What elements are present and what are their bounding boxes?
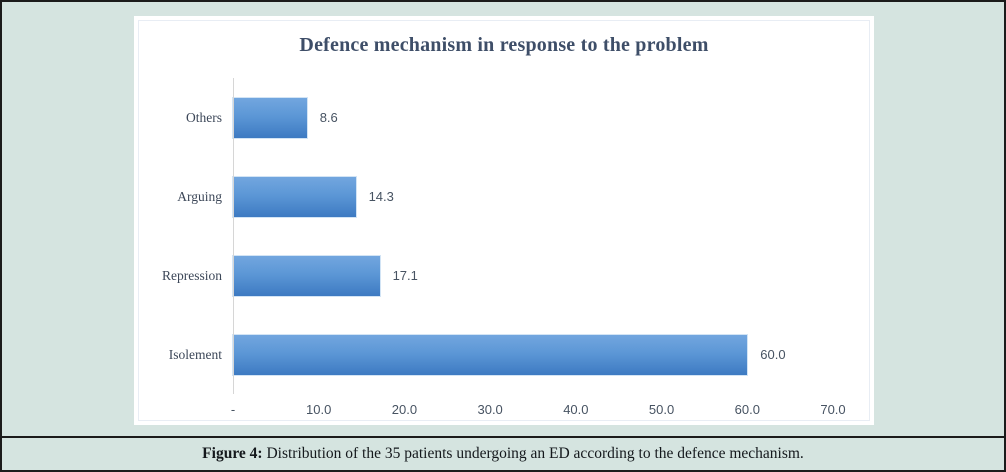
chart-title: Defence mechanism in response to the pro… — [299, 34, 709, 56]
x-axis-tick-label: 40.0 — [563, 402, 589, 417]
x-axis-tick-label: 70.0 — [820, 402, 846, 417]
category-label: Repression — [162, 267, 222, 283]
category-label: Arguing — [177, 188, 222, 204]
bar-row: Others 8.6 — [186, 78, 833, 157]
value-axis: - 10.0 20.0 30.0 40.0 50.0 60.0 70.0 — [230, 402, 846, 418]
figure-caption: Figure 4: Distribution of the 35 patient… — [2, 436, 1004, 470]
bar-value-label: 8.6 — [319, 110, 338, 125]
bar-row: Repression 17.1 — [162, 236, 833, 315]
bar-track: 60.0 — [233, 334, 833, 375]
bar-row: Isolement 60.0 — [169, 315, 833, 394]
bar-value-label: 60.0 — [760, 347, 786, 362]
category-label: Others — [186, 109, 222, 125]
x-axis-tick-label: 30.0 — [477, 402, 503, 417]
chart-plot-background: Defence mechanism in response to the pro… — [138, 20, 870, 421]
bar — [233, 334, 748, 375]
chart-panel: Defence mechanism in response to the pro… — [134, 16, 874, 425]
x-axis-tick-label: - — [230, 402, 236, 417]
x-axis-tick-label: 60.0 — [734, 402, 760, 417]
bar-track: 14.3 — [233, 176, 833, 217]
category-label: Isolement — [168, 346, 222, 362]
bar-rows: Others 8.6 Arguing 14.3 Repression 17.1 Isolem… — [162, 78, 833, 394]
bar-track: 17.1 — [233, 255, 833, 296]
bar-value-label: 14.3 — [368, 189, 394, 204]
x-axis-tick-label: 10.0 — [306, 402, 332, 417]
bar-value-label: 17.1 — [392, 268, 418, 283]
x-axis-tick-label: 50.0 — [648, 402, 675, 417]
category-axis-line — [233, 78, 234, 394]
bar — [233, 176, 356, 217]
x-axis-tick-label: 20.0 — [391, 402, 418, 417]
figure-caption-text: Distribution of the 35 patients undergoi… — [262, 445, 804, 462]
bar — [233, 255, 380, 296]
figure-caption-label: Figure 4: — [202, 445, 263, 462]
plot-area: Others 8.6 Arguing 14.3 Repression 17.1 Isolem… — [162, 78, 846, 417]
bar-track: 8.6 — [233, 97, 833, 138]
bar — [233, 97, 307, 138]
bar-row: Arguing 14.3 — [177, 157, 833, 236]
